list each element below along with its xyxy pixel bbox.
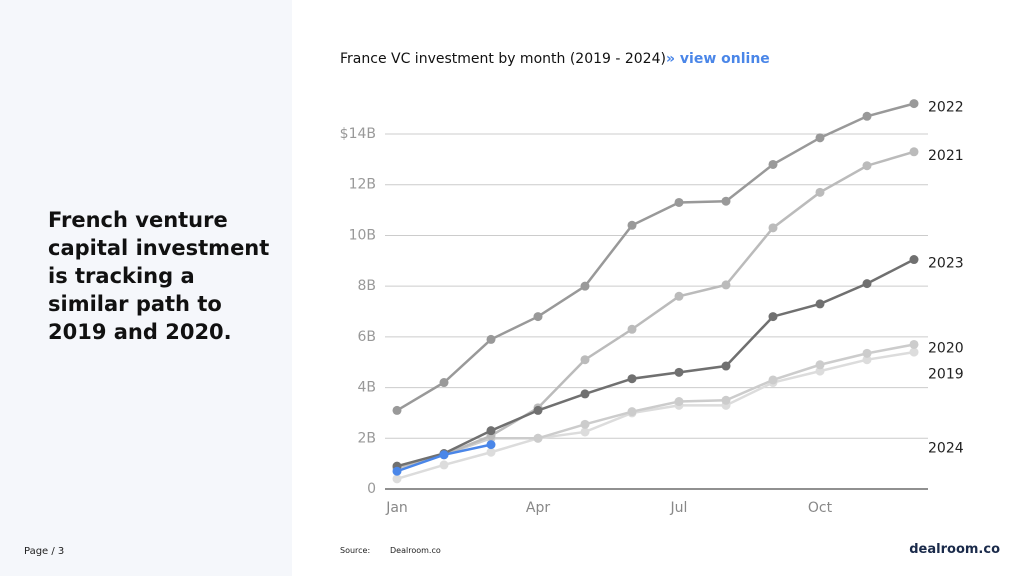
data-point (815, 187, 825, 197)
data-point (815, 299, 825, 309)
brand-logo: dealroom.co (909, 542, 1000, 557)
y-tick-label: 4B (357, 380, 376, 396)
data-point (674, 197, 684, 207)
data-point (674, 367, 684, 377)
data-point (580, 281, 590, 291)
data-point (580, 419, 590, 429)
data-point (815, 366, 825, 376)
y-tick-label: 8B (357, 278, 376, 294)
data-point (815, 360, 825, 370)
y-tick-label: 0 (367, 481, 376, 497)
data-point (768, 159, 778, 169)
page-number: Page / 3 (24, 546, 65, 557)
y-tick-label: 12B (349, 177, 376, 193)
data-point (627, 324, 637, 334)
data-point (486, 426, 496, 436)
legend-label: 2021 (928, 148, 964, 164)
x-tick-label: Apr (526, 500, 550, 516)
chart: France VC investment by month (2019 - 20… (340, 51, 964, 516)
data-point (486, 447, 496, 457)
data-point (627, 407, 637, 417)
data-point (721, 395, 731, 405)
data-point (439, 450, 449, 460)
series-line (396, 258, 915, 468)
data-point (862, 348, 872, 358)
data-point (909, 339, 919, 349)
side-panel: French venture capital investment is tra… (0, 0, 292, 576)
chart-title: France VC investment by month (2019 - 20… (340, 51, 666, 67)
series-line (396, 350, 915, 481)
data-point (439, 460, 449, 470)
series-line (396, 150, 915, 469)
data-point (721, 196, 731, 206)
y-tick-label: 6B (357, 329, 376, 345)
data-point (627, 374, 637, 384)
legend-label: 2019 (928, 366, 964, 382)
data-point (627, 220, 637, 230)
data-point (909, 347, 919, 357)
data-point (862, 111, 872, 121)
legend-label: 2022 (928, 100, 964, 116)
data-point (815, 133, 825, 143)
data-point (486, 440, 496, 450)
data-point (909, 147, 919, 157)
x-tick-label: Jan (385, 500, 408, 516)
y-tick-label: $14B (340, 126, 376, 142)
data-point (580, 355, 590, 365)
data-point (580, 427, 590, 437)
series-line (396, 343, 915, 470)
data-point (721, 280, 731, 290)
data-point (392, 474, 402, 484)
data-point (392, 466, 402, 476)
source: Dealroom.co (390, 546, 441, 555)
source-label: Source: (340, 546, 371, 555)
data-point (486, 334, 496, 344)
data-point (768, 223, 778, 233)
data-point (533, 405, 543, 415)
data-point (533, 433, 543, 443)
y-tick-label: 10B (349, 227, 376, 243)
legend-label: 2024 (928, 441, 964, 457)
view-online-link[interactable]: » view online (666, 51, 770, 67)
data-point (674, 291, 684, 301)
data-point (909, 255, 919, 265)
data-point (768, 312, 778, 322)
data-point (721, 361, 731, 371)
y-tick-label: 2B (357, 430, 376, 446)
headline: French venture capital investment is tra… (48, 208, 270, 344)
data-point (674, 397, 684, 407)
data-point (862, 161, 872, 171)
x-tick-label: Oct (808, 500, 833, 516)
data-point (439, 378, 449, 388)
data-point (392, 405, 402, 415)
data-point (533, 312, 543, 322)
legend-label: 2023 (928, 256, 964, 272)
data-point (862, 279, 872, 289)
x-tick-label: Jul (670, 500, 688, 516)
series-line (396, 102, 915, 412)
data-point (768, 375, 778, 385)
legend-label: 2020 (928, 340, 964, 356)
data-point (909, 99, 919, 109)
data-point (862, 355, 872, 365)
data-point (580, 389, 590, 399)
